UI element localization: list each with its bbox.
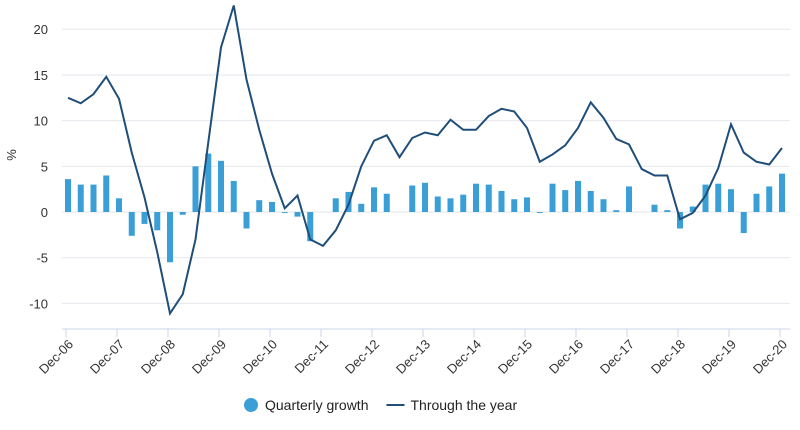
bar <box>702 184 709 213</box>
bar <box>536 212 543 213</box>
bar <box>332 198 339 213</box>
bar <box>753 193 760 213</box>
bar <box>473 183 479 213</box>
x-tick-label: Dec-13 <box>393 337 433 377</box>
bar <box>269 201 275 213</box>
bar <box>371 187 377 213</box>
x-tick-label: Dec-10 <box>240 337 280 377</box>
bar <box>205 153 212 213</box>
bar <box>179 212 186 215</box>
x-tick-label: Dec-11 <box>292 337 332 377</box>
x-tick-label: Dec-09 <box>189 337 229 377</box>
bar <box>651 204 658 213</box>
legend: Quarterly growth Through the year <box>244 397 517 413</box>
bar <box>626 186 632 213</box>
bar <box>65 179 71 213</box>
bar <box>358 203 365 213</box>
bar <box>230 180 237 213</box>
y-axis-label: % <box>4 149 19 161</box>
bar <box>141 212 148 224</box>
bar <box>307 212 314 242</box>
bar <box>524 197 530 213</box>
bar <box>715 183 722 213</box>
bar <box>281 212 288 213</box>
bar <box>77 184 84 213</box>
x-tick-label: Dec-20 <box>750 337 790 377</box>
bar <box>779 173 785 213</box>
bar <box>103 175 110 213</box>
bar <box>447 198 454 213</box>
x-tick-label: Dec-17 <box>597 337 637 377</box>
y-tick-label: 5 <box>41 159 48 174</box>
x-tick-label: Dec-14 <box>444 337 484 377</box>
bar <box>90 184 97 213</box>
bar <box>562 190 569 213</box>
y-tick-label: -5 <box>36 251 48 266</box>
bar <box>192 166 199 213</box>
x-tick-label: Dec-12 <box>342 337 382 377</box>
bar <box>587 191 594 213</box>
bar <box>434 196 441 213</box>
bar <box>256 200 263 213</box>
legend-swatch <box>244 398 258 412</box>
x-tick-label: Dec-07 <box>87 337 127 377</box>
x-tick-label: Dec-06 <box>36 337 76 377</box>
y-tick-label: 10 <box>34 114 48 129</box>
y-tick-label: 20 <box>34 22 48 37</box>
bar <box>613 210 620 213</box>
bar <box>766 186 773 213</box>
line <box>67 5 783 317</box>
bar <box>422 182 428 213</box>
bar <box>167 212 173 263</box>
bar <box>116 198 122 213</box>
y-tick-label: 0 <box>41 205 48 220</box>
bar <box>575 180 581 213</box>
bar <box>689 206 696 213</box>
bar <box>664 210 671 213</box>
legend-label: Quarterly growth <box>265 397 368 413</box>
bar <box>409 185 416 213</box>
lines <box>67 5 783 317</box>
x-tick-label: Dec-16 <box>546 337 586 377</box>
bar <box>549 183 556 213</box>
bar <box>728 189 734 213</box>
bar <box>243 212 250 229</box>
x-tick-label: Dec-18 <box>648 337 688 377</box>
bar <box>460 194 467 213</box>
bar <box>485 184 492 213</box>
legend-label: Through the year <box>410 397 517 413</box>
bar <box>498 191 505 213</box>
y-tick-label: -10 <box>29 296 48 311</box>
y-tick-label: 15 <box>34 68 48 83</box>
bar <box>600 199 607 213</box>
x-tick-label: Dec-15 <box>495 337 535 377</box>
bar <box>740 212 747 234</box>
bar <box>383 193 390 213</box>
x-tick-label: Dec-19 <box>699 337 739 377</box>
bar <box>218 160 224 213</box>
bar <box>294 212 301 217</box>
bar <box>511 199 518 213</box>
bar <box>154 212 161 231</box>
x-tick-label: Dec-08 <box>138 337 178 377</box>
bar <box>128 212 135 236</box>
